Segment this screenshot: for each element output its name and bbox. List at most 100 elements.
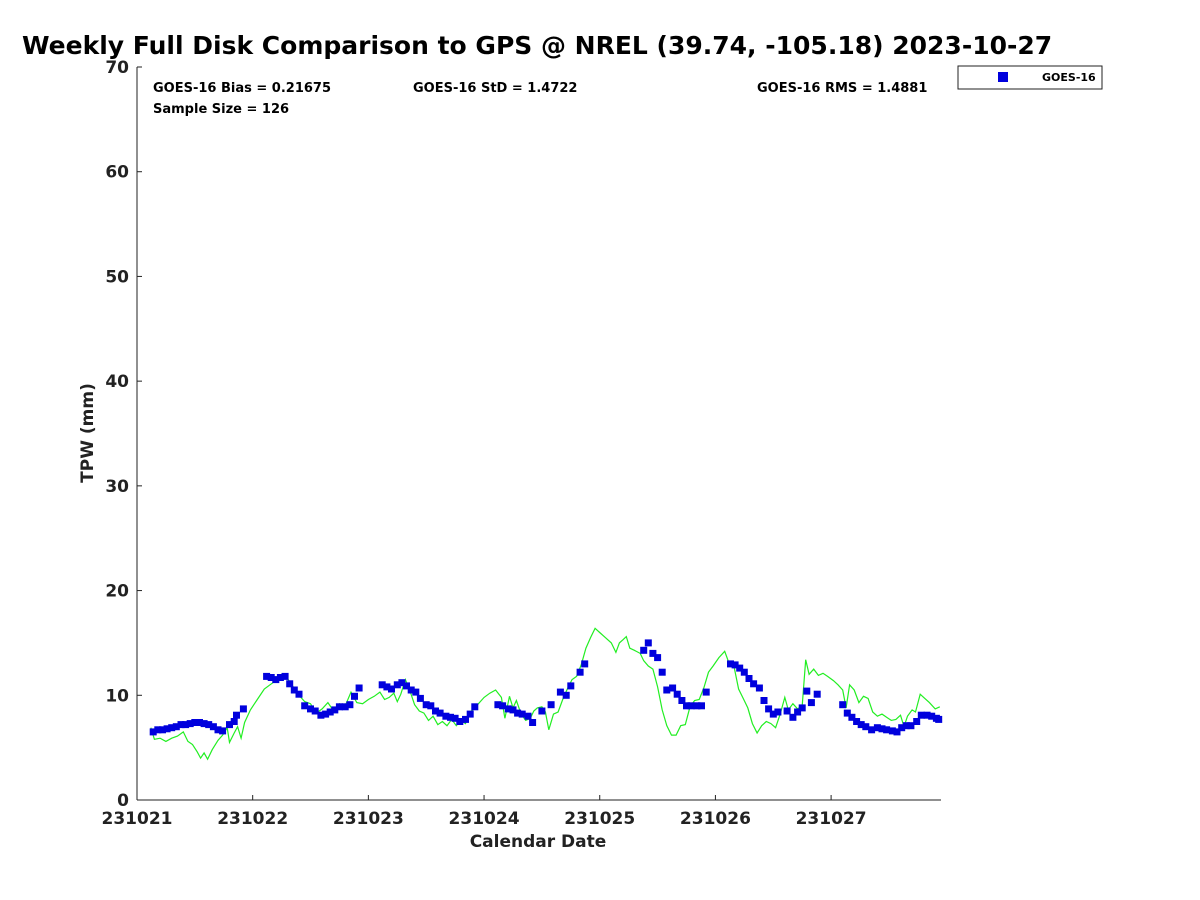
data-point-goes-16 [200,720,208,728]
chart-title: Weekly Full Disk Comparison to GPS @ NRE… [22,31,1052,60]
data-point-goes-16 [843,709,851,717]
data-point-goes-16 [813,690,821,698]
data-point-goes-16 [456,718,464,725]
data-point-goes-16 [693,702,701,710]
data-point-goes-16 [907,722,915,730]
data-point-goes-16 [803,687,811,695]
data-point-goes-16 [436,709,444,717]
data-point-goes-16 [239,705,247,713]
data-point-goes-16 [923,711,931,719]
data-point-goes-16 [172,723,180,731]
data-point-goes-16 [789,713,797,721]
data-point-goes-16 [878,725,886,733]
data-point-goes-16 [226,721,233,729]
data-point-goes-16 [857,721,865,729]
y-tick-label: 20 [105,582,129,602]
stat-sample-size: Sample Size = 126 [153,102,289,117]
data-point-goes-16 [673,690,681,698]
legend-box [957,65,1103,90]
data-point-goes-16 [755,684,763,692]
data-point-goes-16 [191,719,199,726]
data-point-goes-16 [442,712,450,720]
data-point-goes-16 [219,727,227,735]
y-tick-label: 40 [105,372,129,392]
data-point-goes-16 [868,726,876,734]
data-point-goes-16 [301,702,309,710]
data-point-goes-16 [263,672,271,680]
data-point-goes-16 [649,649,657,657]
data-point-goes-16 [412,688,420,696]
data-point-goes-16 [893,728,901,736]
legend-label-goes-16: GOES-16 [1042,71,1096,84]
data-point-goes-16 [935,715,943,723]
data-point-goes-16 [383,683,391,691]
data-point-goes-16 [504,705,512,713]
data-point-goes-16 [355,684,363,692]
data-point-goes-16 [658,668,666,676]
data-point-goes-16 [556,688,564,696]
data-point-goes-16 [407,686,415,694]
data-point-goes-16 [154,726,162,734]
data-point-goes-16 [388,685,395,693]
data-point-goes-16 [567,682,575,690]
data-point-goes-16 [769,710,777,718]
data-point-goes-16 [562,691,570,699]
data-point-goes-16 [346,701,354,709]
data-point-goes-16 [233,711,240,719]
data-point-goes-16 [745,675,753,682]
data-point-goes-16 [462,715,469,723]
data-point-goes-16 [499,702,507,710]
data-point-goes-16 [760,697,768,704]
x-axis: 231021 231022 231023 231024 231025 231026 2310… [102,795,867,829]
y-tick-label: 10 [105,686,129,706]
data-point-goes-16 [351,692,358,700]
plot-area [137,67,941,800]
data-point-goes-16 [576,668,584,676]
data-point-goes-16 [538,707,546,715]
data-point-goes-16 [731,661,739,669]
data-point-goes-16 [205,721,213,729]
data-point-goes-16 [902,722,910,730]
data-point-goes-16 [798,704,806,712]
stat-bias: GOES-16 Bias = 0.21675 [153,81,331,96]
data-point-goes-16 [307,705,314,713]
data-point-goes-16 [794,708,802,716]
data-point-goes-16 [654,654,662,662]
data-point-goes-16 [514,709,522,717]
y-axis: 0 10 20 30 40 50 60 70 [105,58,142,811]
data-point-goes-16 [518,710,526,718]
data-point-goes-16 [581,660,589,668]
data-point-goes-16 [928,712,936,720]
x-tick-label: 231026 [680,809,751,829]
data-point-goes-16 [783,707,791,715]
data-point-goes-16 [853,718,861,725]
data-point-goes-16 [281,672,289,680]
data-point-goes-16 [422,701,430,709]
data-point-goes-16 [286,680,294,688]
data-point-goes-16 [687,702,695,710]
data-point-goes-16 [163,725,171,733]
data-point-goes-16 [524,712,532,720]
data-point-goes-16 [640,646,648,654]
data-point-goes-16 [471,703,479,711]
data-point-goes-16 [848,713,856,721]
data-point-goes-16 [750,680,758,688]
x-tick-label: 231023 [333,809,404,829]
data-point-goes-16 [913,718,921,725]
data-point-goes-16 [311,707,319,715]
data-point-goes-16 [214,726,222,734]
data-point-goes-16 [862,723,870,731]
stat-rms: GOES-16 RMS = 1.4881 [757,81,927,96]
data-point-goes-16 [182,721,190,729]
data-point-goes-16 [898,724,906,732]
data-point-goes-16 [403,682,410,690]
data-point-goes-16 [317,711,325,719]
data-point-goes-16 [698,702,705,710]
data-point-goes-16 [547,701,555,709]
data-point-goes-16 [888,727,896,735]
data-point-goes-16 [644,639,652,647]
legend: GOES-16 [957,65,1103,90]
y-tick-label: 70 [105,58,129,78]
y-tick-label: 0 [117,791,129,811]
